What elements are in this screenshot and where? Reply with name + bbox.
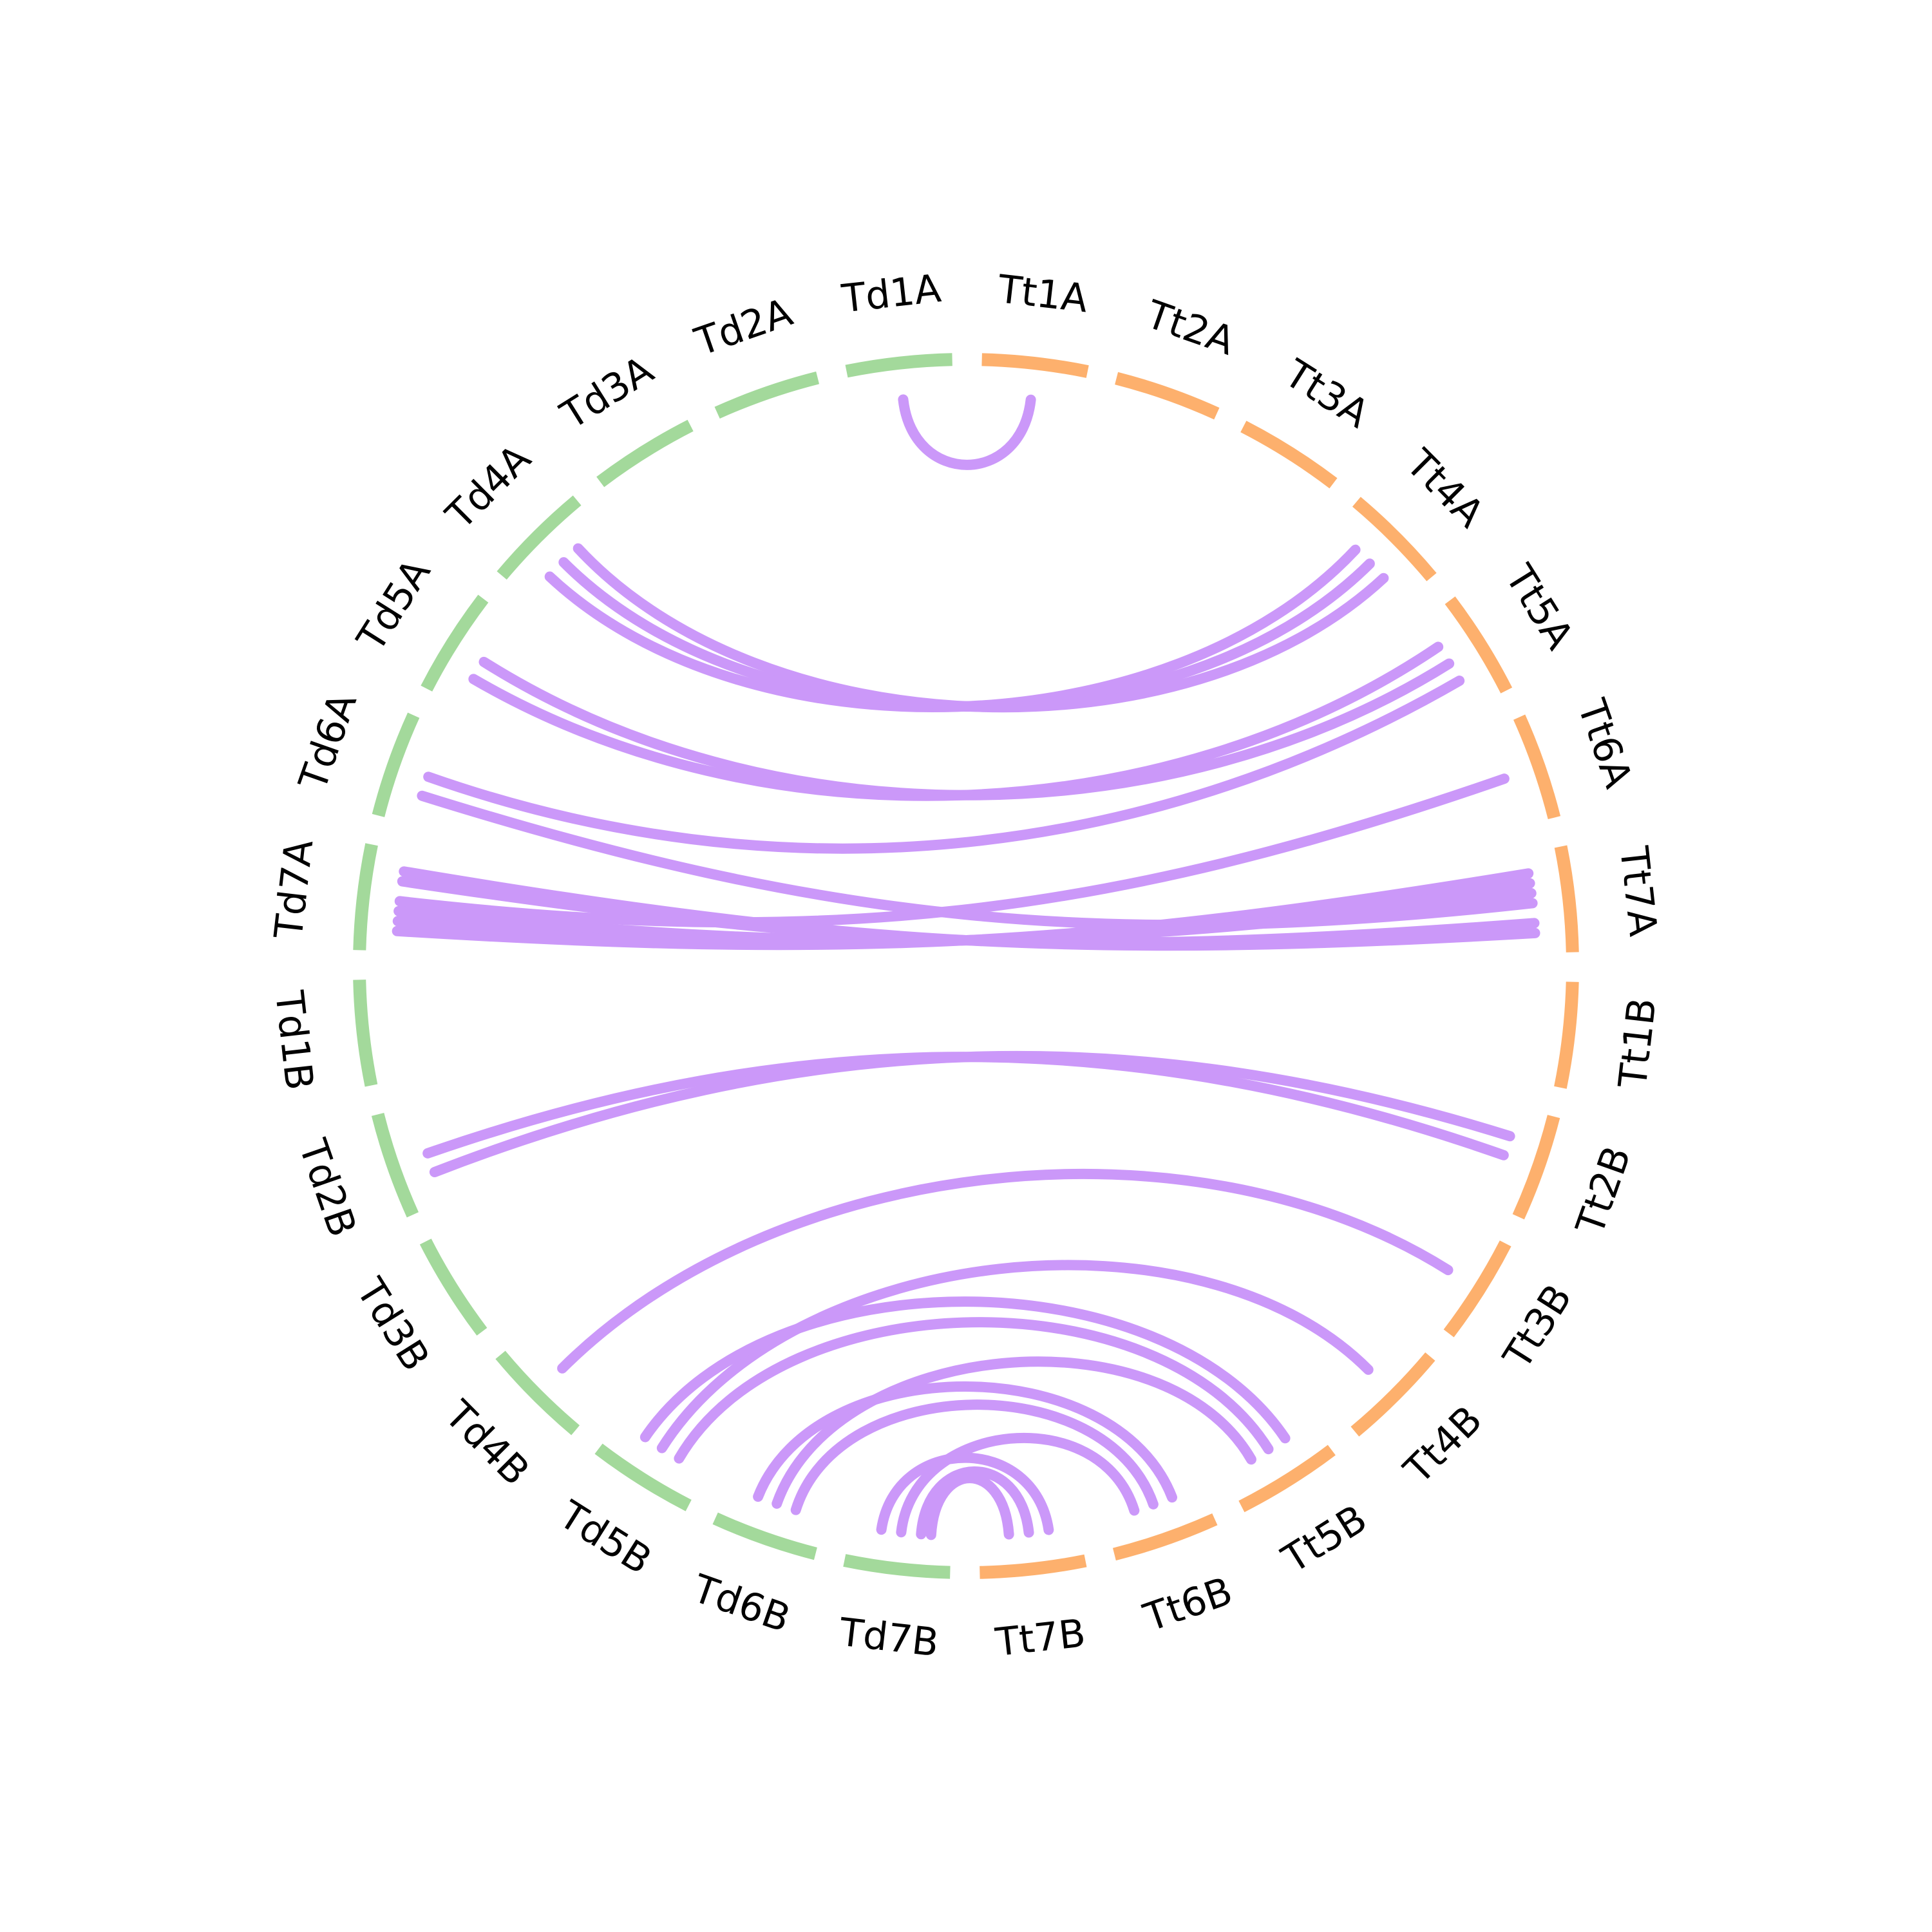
chromosome-segment-tt4a: [1352, 497, 1437, 582]
label-tt4b: Tt4B: [1395, 1397, 1491, 1493]
label-td5a: Td5A: [348, 551, 440, 659]
label-tt5a: Tt5A: [1496, 556, 1582, 657]
chromosome-segment-tt3b: [1443, 1240, 1511, 1338]
link-td5b-tt4b: [656, 1260, 1374, 1454]
link-td7b-tt7b: [876, 1452, 1054, 1535]
label-td4b: Td4B: [435, 1392, 538, 1494]
link-td7b-tt7b: [925, 1473, 1014, 1540]
link-td2b-tt2b: [422, 1052, 1509, 1160]
link-td5a-tt5a: [478, 656, 1455, 800]
link-td7b-tt6b: [896, 1432, 1140, 1538]
label-td7a: Td7A: [266, 837, 322, 942]
chromosome-segment-td6b: [712, 1512, 817, 1560]
label-td5b: Td5B: [551, 1492, 659, 1584]
label-td1a: Td1A: [839, 266, 943, 322]
chromosome-segment-td5b: [594, 1443, 692, 1511]
link-td6a-tt5a: [423, 676, 1465, 854]
label-tt1b: Tt1B: [1610, 996, 1665, 1091]
synteny-links: [392, 394, 1540, 1540]
label-tt6a: Tt6A: [1568, 694, 1640, 794]
chromosome-segment-tt1a: [981, 353, 1089, 378]
chromosome-segment-tt2b: [1512, 1115, 1560, 1220]
label-td6a: Td6A: [290, 687, 366, 796]
chromosome-segment-tt3a: [1240, 421, 1338, 489]
link-td7b-tt7b: [916, 1466, 1034, 1540]
label-td2a: Td2A: [689, 290, 798, 365]
chromosome-segment-tt4b: [1350, 1352, 1435, 1437]
chromosome-segment-td2b: [371, 1112, 419, 1218]
chromosome-segment-td3b: [419, 1238, 488, 1336]
chromosome-segment-td1b: [353, 980, 378, 1087]
chromosome-segment-tt2a: [1115, 372, 1220, 420]
link-td7a-tt7a: [393, 888, 1537, 946]
label-tt7b: Tt7B: [993, 1611, 1088, 1665]
link-td6b-tt6b: [790, 1399, 1159, 1515]
label-tt5b: Tt5B: [1274, 1496, 1375, 1582]
chromosome-segment-tt7b: [980, 1554, 1087, 1579]
chromosome-segment-tt6a: [1513, 714, 1561, 820]
chromosome-segment-td4b: [495, 1350, 580, 1435]
label-td2b: Td2B: [290, 1133, 365, 1242]
link-td4a-tt4a: [573, 543, 1389, 713]
label-tt2b: Tt2B: [1567, 1141, 1640, 1241]
link-td4b-tt3b: [557, 1168, 1454, 1374]
chromosome-segment-tt5a: [1444, 596, 1513, 694]
label-td4a: Td4A: [437, 436, 540, 538]
label-tt6b: Tt6B: [1138, 1569, 1238, 1641]
chromosome-segment-td5a: [421, 594, 489, 692]
chromosome-segment-td7b: [843, 1554, 951, 1579]
link-td6b-tt6b: [753, 1381, 1177, 1503]
link-td5b-tt5b: [639, 1296, 1291, 1444]
label-td6b: Td6B: [687, 1566, 796, 1642]
label-td1b: Td1B: [266, 988, 322, 1092]
link-td5b-tt5b: [674, 1317, 1274, 1464]
label-td3b: Td3B: [347, 1270, 439, 1379]
label-td7b: Td7B: [837, 1610, 941, 1666]
chromosome-segment-td6a: [372, 712, 420, 817]
link-td6b-tt5b: [772, 1356, 1256, 1509]
chromosome-segment-td2a: [714, 371, 820, 419]
link-td5a-tt5a: [468, 641, 1444, 801]
link-td7a-tt6a: [394, 773, 1510, 928]
label-td3a: Td3A: [553, 347, 661, 439]
label-tt3a: Tt3A: [1276, 351, 1377, 437]
label-tt7a: Tt7A: [1611, 844, 1665, 938]
chromosome-segment-tt1b: [1554, 981, 1579, 1089]
label-tt2a: Tt2A: [1140, 292, 1240, 365]
chromosome-segment-tt5b: [1238, 1444, 1336, 1513]
link-td1a-tt1a: [898, 394, 1036, 470]
chromosome-segment-td7a: [353, 843, 378, 951]
label-tt4a: Tt4A: [1397, 440, 1493, 536]
label-tt3b: Tt3B: [1495, 1277, 1581, 1378]
link-td2b-tt2b: [429, 1050, 1515, 1177]
chromosome-segment-td1a: [845, 353, 952, 378]
chromosome-segment-td3a: [596, 419, 694, 488]
label-tt1a: Tt1A: [995, 267, 1090, 322]
chromosome-ring: [353, 353, 1579, 1579]
chromosome-segment-td4a: [497, 495, 582, 580]
chromosome-segment-tt6b: [1112, 1513, 1218, 1561]
chromosome-segment-tt7a: [1554, 845, 1579, 952]
